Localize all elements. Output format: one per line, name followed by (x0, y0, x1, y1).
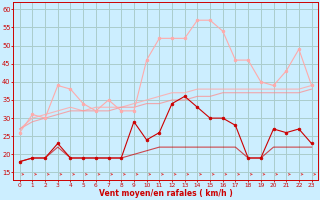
X-axis label: Vent moyen/en rafales ( km/h ): Vent moyen/en rafales ( km/h ) (99, 189, 233, 198)
